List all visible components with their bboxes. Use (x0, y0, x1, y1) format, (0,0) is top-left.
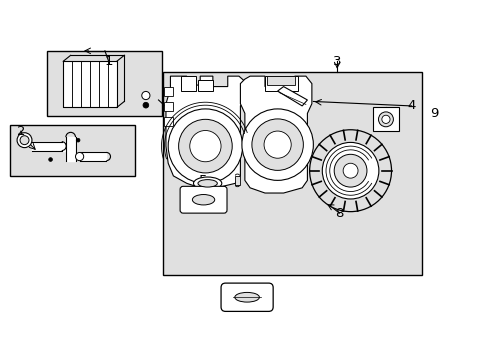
FancyBboxPatch shape (180, 186, 226, 213)
Bar (198, 80, 212, 91)
Bar (164, 87, 173, 96)
Circle shape (20, 136, 29, 145)
Bar (163, 72, 421, 275)
Ellipse shape (192, 194, 214, 205)
Circle shape (142, 91, 150, 100)
Circle shape (333, 154, 366, 187)
Circle shape (322, 143, 378, 199)
Text: 4: 4 (407, 99, 415, 112)
Text: 3: 3 (332, 55, 341, 68)
Text: 7: 7 (238, 296, 246, 309)
Bar (264, 76, 298, 91)
Text: 8: 8 (335, 207, 343, 220)
Circle shape (343, 163, 357, 178)
Bar (164, 102, 173, 111)
Polygon shape (277, 86, 307, 106)
Polygon shape (240, 76, 311, 193)
Circle shape (242, 109, 313, 180)
Circle shape (381, 115, 389, 123)
Circle shape (142, 102, 148, 108)
Circle shape (168, 109, 242, 183)
Bar (266, 76, 295, 85)
FancyBboxPatch shape (221, 283, 273, 311)
Circle shape (75, 152, 83, 161)
Text: 9: 9 (429, 107, 437, 120)
Circle shape (251, 119, 303, 170)
Bar (10, 125, 134, 176)
Circle shape (189, 130, 221, 162)
Text: 6: 6 (199, 201, 207, 215)
Polygon shape (61, 142, 66, 150)
Circle shape (49, 158, 52, 161)
Ellipse shape (198, 180, 217, 187)
Circle shape (17, 133, 32, 148)
Circle shape (309, 130, 391, 212)
Text: 5: 5 (199, 174, 207, 187)
Circle shape (264, 131, 291, 158)
Circle shape (378, 112, 392, 127)
Bar (235, 176, 239, 185)
Circle shape (76, 138, 80, 142)
Bar (372, 107, 398, 131)
Bar (164, 117, 173, 126)
Circle shape (178, 119, 232, 173)
Bar (181, 76, 195, 91)
Polygon shape (165, 76, 244, 188)
Text: 1: 1 (104, 55, 113, 68)
Ellipse shape (234, 292, 259, 302)
Ellipse shape (193, 177, 222, 190)
Bar (47, 51, 162, 116)
Text: 2: 2 (17, 125, 25, 138)
Bar (63, 61, 117, 107)
